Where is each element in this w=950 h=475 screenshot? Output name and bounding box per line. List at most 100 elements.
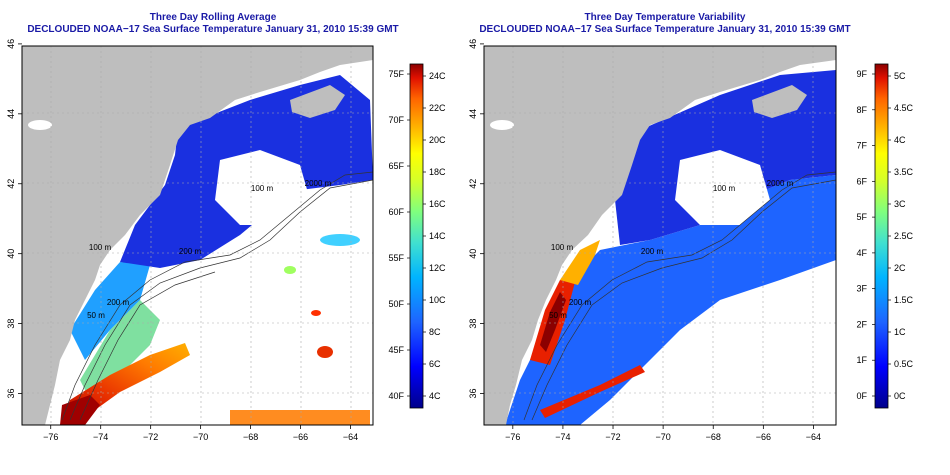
x-tick-label: −76 — [505, 432, 520, 442]
colorbar-scale — [874, 63, 889, 409]
right-map-title-line1: Three Day Temperature Variability — [584, 12, 746, 23]
x-tick-label: −64 — [806, 432, 821, 442]
x-tick-label: −64 — [343, 432, 358, 442]
contour-label: 50 m — [549, 311, 567, 320]
graticule — [22, 46, 373, 425]
contour-label: 200 m — [179, 247, 202, 256]
warm-patch — [320, 234, 360, 246]
x-tick-label: −70 — [655, 432, 670, 442]
graticule — [484, 46, 836, 425]
contour-label: 50 m — [87, 311, 105, 320]
colorbar-celsius-label: 2.5C — [894, 231, 914, 241]
x-tick-label: −72 — [143, 432, 158, 442]
contour-label: 100 m — [251, 184, 274, 193]
y-tick-label: 46 — [6, 39, 16, 49]
right-map-axes: −76 −74 −72 −70 −68 −66 −64 36 38 40 42 44 46 — [468, 39, 821, 442]
x-tick-label: −70 — [193, 432, 208, 442]
colorbar-celsius-label: 1C — [894, 327, 906, 337]
colorbar-fahrenheit-label: 5F — [856, 212, 867, 222]
colorbar-fahrenheit-label: 6F — [856, 176, 867, 186]
contour-label: 200 m — [107, 298, 130, 307]
left-map-frame — [21, 45, 374, 426]
high-variability-band — [560, 240, 600, 285]
colorbar-celsius-label: 3.5C — [894, 167, 914, 177]
land-mass — [484, 46, 836, 425]
colorbar-celsius-label: 4C — [429, 391, 441, 401]
colorbar-celsius-label: 6C — [429, 359, 441, 369]
x-tick-label: −74 — [93, 432, 108, 442]
high-variability-core — [540, 292, 566, 352]
colorbar-fahrenheit-label: 50F — [388, 299, 404, 309]
colorbar-fahrenheit-label: 75F — [388, 69, 404, 79]
contour-label: 100 m — [89, 243, 112, 252]
contour-label: 100 m — [551, 243, 574, 252]
y-tick-label: 38 — [6, 319, 16, 329]
gulf-stream-core — [60, 395, 100, 425]
colorbar-celsius-label: 12C — [429, 263, 446, 273]
y-tick-label: 44 — [468, 109, 478, 119]
colorbar-fahrenheit-label: 1F — [856, 355, 867, 365]
y-tick-label: 46 — [468, 39, 478, 49]
colorbar-celsius-label: 0.5C — [894, 359, 914, 369]
y-tick-label: 40 — [468, 249, 478, 259]
colorbar-celsius-label: 22C — [429, 103, 446, 113]
colorbar-celsius-label: 2C — [894, 263, 906, 273]
contour-label: 200 m — [569, 298, 592, 307]
x-tick-label: −74 — [555, 432, 570, 442]
high-variability-band — [540, 365, 645, 418]
colorbar-celsius-label: 5C — [894, 71, 906, 81]
x-tick-label: −68 — [706, 432, 721, 442]
y-tick-label: 42 — [468, 179, 478, 189]
colorbar-celsius-label: 3C — [894, 199, 906, 209]
colorbar-fahrenheit-label: 65F — [388, 161, 404, 171]
y-tick-label: 36 — [468, 389, 478, 399]
right-map-title: Three Day Temperature Variability DECLOU… — [470, 12, 860, 36]
colorbar-fahrenheit-label: 3F — [856, 284, 867, 294]
colorbar-celsius-label: 10C — [429, 295, 446, 305]
cloud-gap — [215, 150, 310, 225]
lake — [490, 120, 514, 130]
colorbar-celsius-label: 14C — [429, 231, 446, 241]
contour-label: 2000 m — [767, 179, 794, 188]
x-tick-label: −72 — [605, 432, 620, 442]
colorbar-celsius-label: 16C — [429, 199, 446, 209]
right-colorbar: 5C 4.5C 4C 3.5C 3C 2.5C 2C 1.5C 1C 0.5C 0C 9F 8F 7F 6F… — [856, 63, 914, 409]
y-tick-label: 38 — [468, 319, 478, 329]
left-map-axes: −76 −74 −72 −70 −68 −66 −64 36 38 40 42 44 46 — [6, 39, 358, 442]
bathymetry-contours — [61, 171, 373, 421]
x-tick-label: −66 — [756, 432, 771, 442]
colorbar-fahrenheit-label: 7F — [856, 141, 867, 151]
colorbar-fahrenheit-label: 45F — [388, 345, 404, 355]
right-map-frame — [483, 45, 837, 426]
colorbar-fahrenheit-label: 40F — [388, 391, 404, 401]
colorbar-celsius-label: 18C — [429, 167, 446, 177]
slope-water — [80, 300, 160, 400]
nova-scotia-land — [290, 85, 345, 118]
colorbar-fahrenheit-label: 0F — [856, 391, 867, 401]
y-tick-label: 42 — [6, 179, 16, 189]
warm-eddy — [311, 310, 321, 316]
colorbar-celsius-label: 4C — [894, 135, 906, 145]
x-tick-label: −76 — [43, 432, 58, 442]
colorbar-fahrenheit-label: 55F — [388, 253, 404, 263]
contour-label: 100 m — [713, 184, 736, 193]
colorbar-celsius-label: 20C — [429, 135, 446, 145]
warm-patch — [284, 266, 296, 274]
colorbar-celsius-label: 0C — [894, 391, 906, 401]
shelf-water — [70, 262, 150, 360]
lake — [28, 120, 52, 130]
x-tick-label: −66 — [293, 432, 308, 442]
cloud-gap — [675, 150, 770, 225]
colorbar-fahrenheit-label: 9F — [856, 69, 867, 79]
contour-label: 200 m — [641, 247, 664, 256]
land-mass — [22, 46, 373, 425]
colorbar-celsius-label: 24C — [429, 71, 446, 81]
left-map-title-line1: Three Day Rolling Average — [149, 12, 277, 23]
colorbar-celsius-label: 1.5C — [894, 295, 914, 305]
left-map-title-line2: DECLOUDED NOAA−17 Sea Surface Temperatur… — [27, 24, 399, 35]
y-tick-label: 44 — [6, 109, 16, 119]
bathymetry-contours — [523, 171, 836, 421]
warm-patch — [230, 410, 370, 425]
